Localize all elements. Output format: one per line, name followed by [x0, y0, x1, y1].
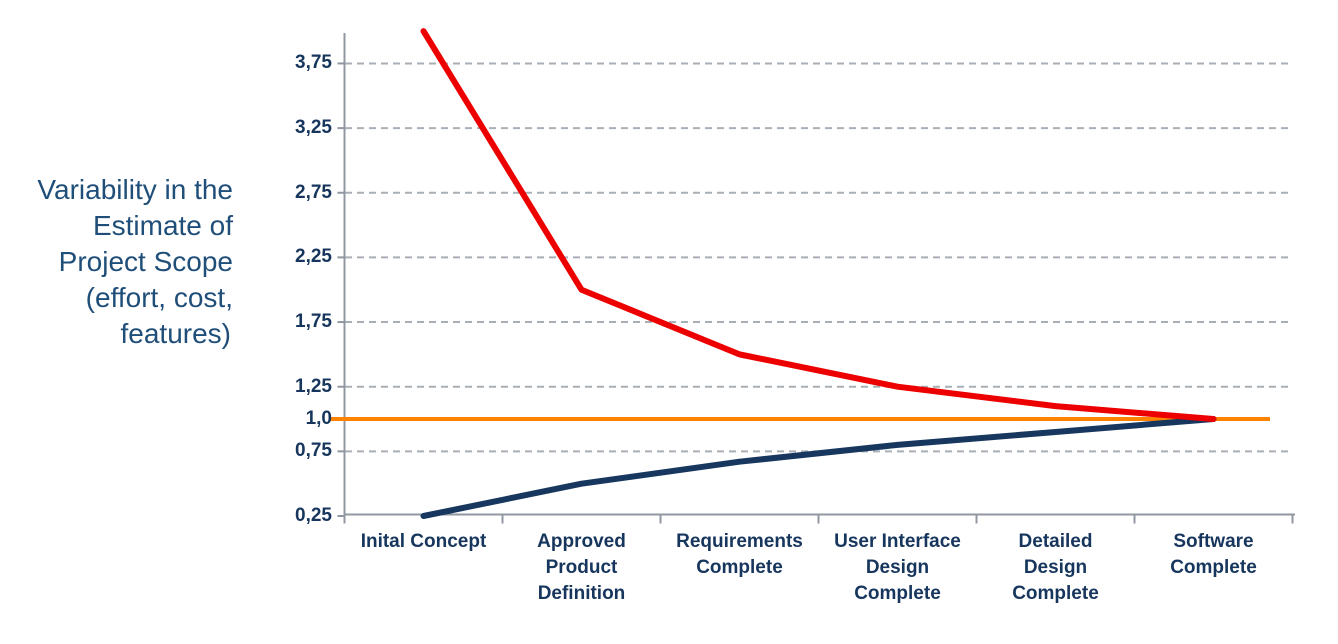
- y-axis-title-line: (effort, cost,: [85, 282, 233, 313]
- y-tick-label: 1,75: [295, 311, 332, 333]
- y-axis-title-line: Estimate of: [92, 210, 233, 241]
- category-label: Software Complete: [1170, 531, 1257, 578]
- y-axis-title: Variability in the Estimate of Project S…: [0, 172, 233, 352]
- category-label: Detailed Design Complete: [1012, 531, 1099, 604]
- category-label: Inital Concept: [360, 531, 487, 552]
- y-tick-label: 0,75: [295, 440, 332, 462]
- y-tick-label: 1,25: [295, 375, 332, 397]
- y-tick-label: 2,25: [295, 246, 332, 268]
- y-axis-title-line: Variability in the: [37, 174, 233, 205]
- category-label: User Interface Design Complete: [834, 531, 961, 604]
- y-tick-label: 2,75: [295, 181, 332, 203]
- y-axis-title-line: features): [120, 318, 232, 349]
- category-label: Requirements Complete: [676, 531, 803, 578]
- y-tick-label: 3,25: [295, 117, 332, 139]
- upper-estimate-line: [420, 28, 1217, 423]
- y-tick-label: 3,75: [295, 52, 332, 74]
- category-label: Approved Product Definition: [537, 531, 626, 604]
- y-tick-label: 0,25: [295, 505, 332, 526]
- y-axis-title-line: Project Scope: [58, 246, 233, 277]
- lower-estimate-line: [420, 416, 1217, 519]
- y-tick-label: 1,0: [305, 408, 332, 430]
